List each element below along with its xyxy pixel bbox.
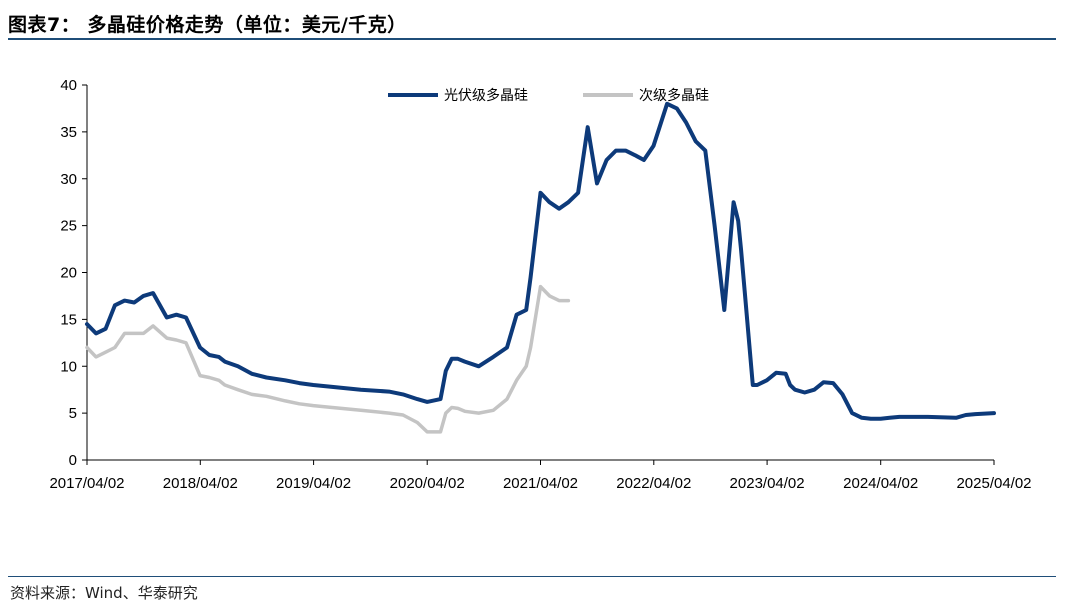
x-tick-label: 2017/04/02 [49, 475, 124, 492]
chart-axes: 0 5 10 15 20 25 30 35 40 2017/04/02 2018/04/02 2019… [49, 77, 1031, 492]
y-tick-label: 20 [60, 265, 77, 282]
legend-label-secondary-grade: 次级多晶硅 [639, 87, 709, 104]
title-divider [8, 38, 1056, 40]
x-tick-label: 2019/04/02 [276, 475, 351, 492]
x-tick-label: 2023/04/02 [730, 475, 805, 492]
title-bar: 图表7： 多晶硅价格走势（单位：美元/千克） [8, 6, 1058, 38]
y-tick-label: 25 [60, 218, 77, 235]
legend-label-pv-grade: 光伏级多晶硅 [444, 87, 528, 104]
source-note: 资料来源：Wind、华泰研究 [10, 584, 198, 602]
series-layer [85, 101, 996, 434]
y-tick-label: 5 [69, 405, 77, 422]
x-tick-label: 2024/04/02 [843, 475, 918, 492]
y-tick-label: 35 [60, 124, 77, 141]
series-line-pv-grade [85, 101, 996, 421]
footer-divider [8, 576, 1056, 577]
y-tick-label: 15 [60, 311, 77, 328]
price-line-chart: 0 5 10 15 20 25 30 35 40 2017/04/02 2018/04/02 2019… [49, 77, 1031, 492]
x-tick-label: 2021/04/02 [503, 475, 578, 492]
series-line-secondary-grade [85, 284, 571, 434]
y-tick-label: 0 [69, 452, 77, 469]
figure-title: 图表7： 多晶硅价格走势（单位：美元/千克） [8, 14, 407, 36]
y-tick-label: 10 [60, 358, 77, 375]
y-tick-label: 30 [60, 171, 77, 188]
x-tick-label: 2020/04/02 [390, 475, 465, 492]
y-tick-label: 40 [60, 77, 77, 94]
chart-legend: 光伏级多晶硅 次级多晶硅 [388, 87, 709, 104]
x-tick-label: 2025/04/02 [956, 475, 1031, 492]
x-tick-label: 2022/04/02 [616, 475, 691, 492]
x-tick-label: 2018/04/02 [163, 475, 238, 492]
